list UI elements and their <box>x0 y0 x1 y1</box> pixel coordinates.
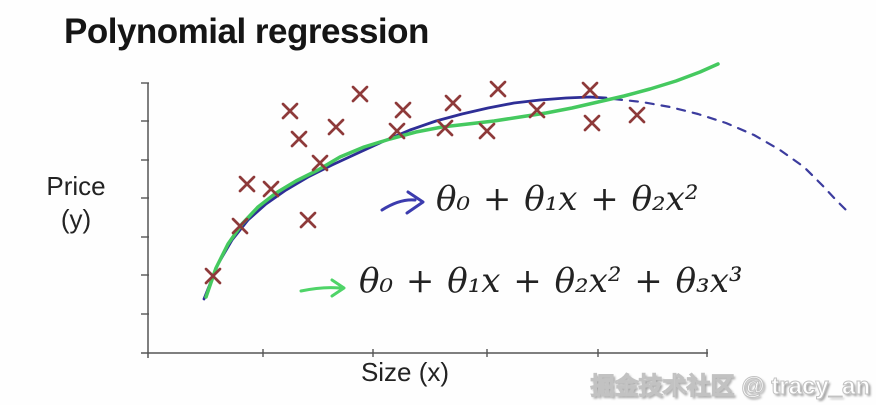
scatter-x-marker <box>583 114 601 132</box>
y-axis-label-line1: Price <box>46 171 106 201</box>
scatter-x-marker <box>262 180 280 198</box>
scatter-x-marker <box>528 101 546 119</box>
quadratic-formula: θ₀ + θ₁x + θ₂x² <box>436 179 699 219</box>
scatter-x-marker <box>478 122 496 140</box>
scatter-x-marker <box>436 119 454 137</box>
scatter-x-marker <box>290 130 308 148</box>
scatter-x-marker <box>489 80 507 98</box>
scatter-x-marker <box>581 81 599 99</box>
scatter-x-marker <box>327 118 345 136</box>
scatter-x-marker <box>388 122 406 140</box>
scatter-x-marker <box>231 217 249 235</box>
page-title: Polynomial regression <box>64 12 429 51</box>
y-axis-label: Price (y) <box>16 170 136 236</box>
scatter-points <box>204 80 646 285</box>
scatter-x-marker <box>351 85 369 103</box>
scatter-x-marker <box>238 175 256 193</box>
cubic-formula-arrow-head <box>330 278 346 298</box>
scatter-x-marker <box>628 106 646 124</box>
axis-ticks <box>141 82 708 357</box>
scatter-x-marker <box>281 102 299 120</box>
scatter-x-marker <box>311 154 329 172</box>
x-axis-label: Size (x) <box>360 357 450 387</box>
quadratic-formula-arrow-head <box>405 190 425 215</box>
scatter-x-marker <box>299 211 317 229</box>
quadratic-extrapolation-curve <box>612 97 850 214</box>
quadratic-formula-arrow-shaft <box>380 198 417 212</box>
cubic-formula-arrow-shaft <box>299 286 342 293</box>
scatter-x-marker <box>394 101 412 119</box>
cubic-formula: θ₀ + θ₁x + θ₂x² + θ₃x³ <box>359 261 743 301</box>
cubic-formula-arrow <box>299 278 346 298</box>
scatter-x-marker <box>204 267 222 285</box>
cubic-fit-curve <box>204 62 720 299</box>
scatter-x-marker <box>444 94 462 112</box>
y-axis-label-line2: (y) <box>60 204 92 234</box>
watermark: 掘金技术社区 @ tracy_an <box>590 373 870 401</box>
quadratic-formula-arrow <box>380 190 425 215</box>
